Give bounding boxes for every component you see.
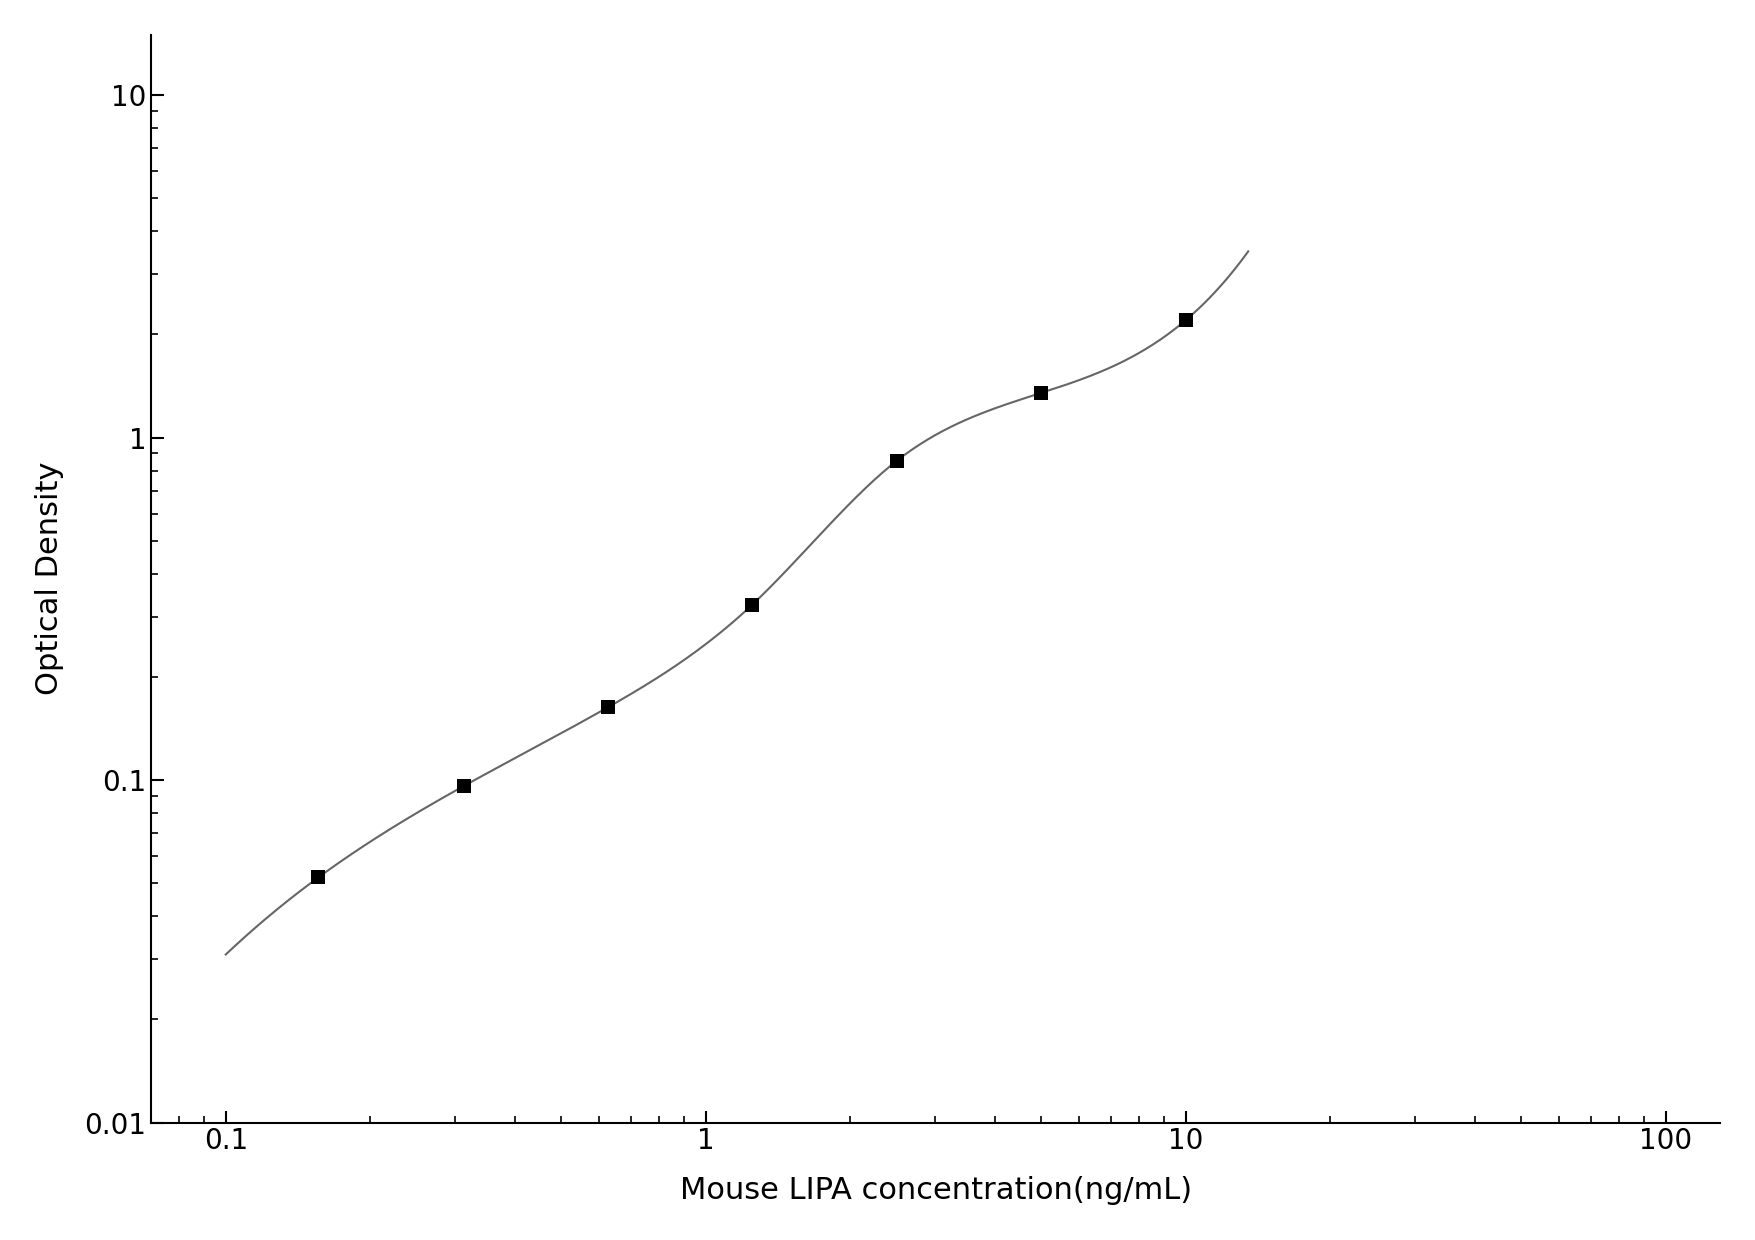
Point (1027, 383, 1055, 403)
Point (883, 451, 911, 471)
X-axis label: Mouse LIPA concentration(ng/mL): Mouse LIPA concentration(ng/mL) (679, 1177, 1192, 1205)
Point (593, 697, 621, 717)
Point (304, 868, 332, 888)
Y-axis label: Optical Density: Optical Density (35, 463, 63, 696)
Point (449, 776, 477, 796)
Point (1172, 310, 1200, 330)
Point (739, 595, 767, 615)
